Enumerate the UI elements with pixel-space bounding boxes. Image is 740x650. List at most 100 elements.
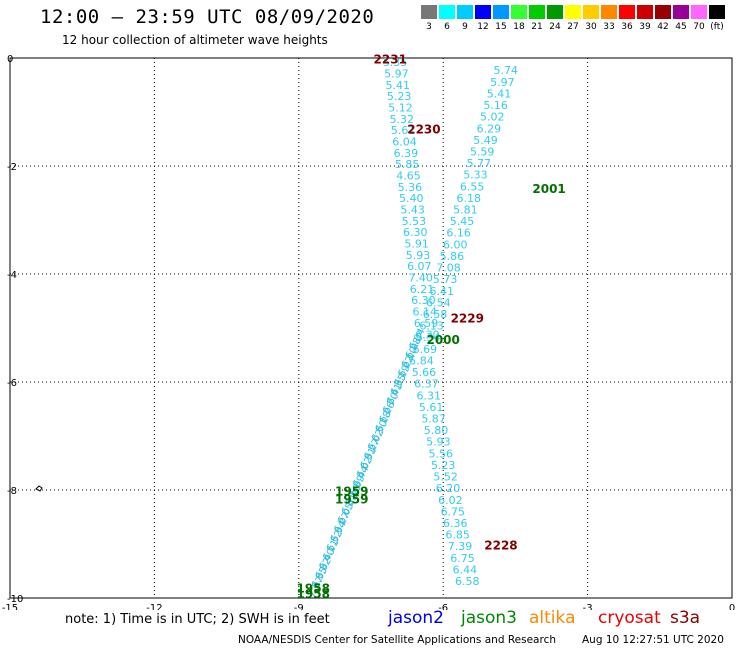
wave-height-label: 6.07 bbox=[407, 260, 432, 273]
wave-height-label: 5.41 bbox=[386, 79, 411, 92]
wave-height-label: 6.85 bbox=[445, 529, 470, 542]
wave-height-label: 5.34 bbox=[416, 331, 441, 344]
x-tick-label: -15 bbox=[2, 603, 18, 610]
wave-height-label: 6.69 bbox=[413, 343, 438, 356]
scale-swatch bbox=[619, 5, 635, 19]
y-tick-label: 0 bbox=[7, 54, 13, 65]
wave-height-label: 6.55 bbox=[460, 180, 485, 193]
wave-height-label: 6.54 bbox=[426, 296, 451, 309]
wave-height-label: 6.41 bbox=[430, 285, 455, 298]
wave-height-label: 6.30 bbox=[403, 226, 428, 239]
x-tick-label: -9 bbox=[294, 603, 304, 610]
track-time-label: 2231 bbox=[374, 52, 407, 66]
wave-height-label: 5.32 bbox=[390, 113, 415, 126]
wave-height-label: 6.59 bbox=[414, 317, 439, 330]
scale-swatch bbox=[673, 5, 689, 19]
scale-swatch bbox=[511, 5, 527, 19]
footnote: note: 1) Time is in UTC; 2) SWH is in fe… bbox=[65, 612, 330, 627]
wave-height-label: 5.23 bbox=[387, 90, 412, 103]
scale-swatch bbox=[709, 5, 725, 19]
track-time-label: 2228 bbox=[484, 538, 517, 552]
scale-label: 30 bbox=[585, 22, 597, 32]
y-tick-label: -10 bbox=[7, 594, 23, 605]
scale-label: 27 bbox=[567, 22, 579, 32]
scale-swatch bbox=[439, 5, 455, 19]
wave-height-label: 5.91 bbox=[404, 238, 429, 251]
scale-swatch bbox=[637, 5, 653, 19]
wave-height-label: 5.33 bbox=[463, 169, 488, 182]
wave-height-label: 6.37 bbox=[414, 378, 439, 391]
y-tick-label: -2 bbox=[7, 162, 17, 173]
wave-height-label: 7.08 bbox=[436, 262, 461, 275]
wave-height-label: 5.36 bbox=[398, 181, 423, 194]
x-tick-label: -3 bbox=[583, 603, 593, 610]
wave-height-label: 7.39 bbox=[448, 540, 473, 553]
satellite-jason3: jason3 bbox=[461, 608, 517, 628]
scale-swatch bbox=[529, 5, 545, 19]
y-tick-label: -8 bbox=[7, 486, 17, 497]
scale-swatch bbox=[655, 5, 671, 19]
wave-height-label: 5.56 bbox=[429, 447, 454, 460]
scale-label: 3 bbox=[426, 22, 432, 32]
wave-height-label: 7.40 bbox=[408, 272, 433, 285]
plot-frame bbox=[9, 57, 733, 599]
wave-height-label: 5.97 bbox=[490, 76, 515, 89]
track-time-label: 1958 bbox=[297, 582, 330, 596]
wave-height-label: 5.85 bbox=[395, 158, 420, 171]
scale-label: 15 bbox=[495, 22, 507, 32]
wave-height-label: 6.30 bbox=[415, 328, 440, 341]
wave-height-label: 6.39 bbox=[394, 147, 419, 160]
wave-height-label: 5.74 bbox=[494, 64, 519, 77]
wave-height-label: 5.35 bbox=[383, 56, 408, 69]
scale-swatch bbox=[475, 5, 491, 19]
map-subtitle: 12 hour collection of altimeter wave hei… bbox=[62, 33, 328, 47]
wave-height-label: 5.49 bbox=[473, 134, 498, 147]
scale-label: 42 bbox=[657, 22, 669, 32]
wave-height-label: 5.93 bbox=[406, 249, 431, 262]
scale-label: 70 bbox=[693, 22, 705, 32]
wave-height-label: 5.93 bbox=[426, 436, 451, 449]
scale-swatch bbox=[601, 5, 617, 19]
coastline-fragment bbox=[35, 485, 43, 492]
track-time-label: 1959 bbox=[335, 484, 368, 498]
wave-height-label: 5.86 bbox=[440, 250, 465, 263]
wave-height-label: 5.53 bbox=[402, 215, 427, 228]
scale-label: (ft) bbox=[710, 22, 724, 32]
scale-label: 39 bbox=[639, 22, 651, 32]
wave-height-label: 5.59 bbox=[470, 145, 495, 158]
wave-height-label: 5.81 bbox=[453, 204, 478, 217]
x-tick-label: 0 bbox=[729, 603, 735, 610]
scale-swatch bbox=[565, 5, 581, 19]
wave-height-label: 5.61 bbox=[391, 124, 416, 137]
wave-height-label: 5.84 bbox=[409, 354, 434, 367]
wave-height-label: 6.18 bbox=[456, 192, 481, 205]
wave-height-label: 6.29 bbox=[477, 122, 502, 135]
scale-label: 12 bbox=[477, 22, 489, 32]
wave-height-label: 5.43 bbox=[400, 204, 425, 217]
satellite-altika: altika bbox=[529, 608, 576, 628]
wave-height-label: 6.75 bbox=[441, 505, 466, 518]
scale-swatch bbox=[421, 5, 437, 19]
scale-label: 6 bbox=[444, 22, 450, 32]
credit-line: NOAA/NESDIS Center for Satellite Applica… bbox=[238, 634, 556, 646]
generated-timestamp: Aug 10 12:27:51 UTC 2020 bbox=[582, 634, 724, 646]
wave-height-label: 6.31 bbox=[417, 389, 442, 402]
x-tick-label: -6 bbox=[438, 603, 448, 610]
satellite-jason2: jason2 bbox=[388, 608, 444, 628]
scale-label: 36 bbox=[621, 22, 633, 32]
wave-height-label: 6.75 bbox=[450, 552, 475, 565]
wave-height-label: 5.61 bbox=[419, 401, 444, 414]
wave-height-label: 5.45 bbox=[450, 215, 475, 228]
scale-label: 45 bbox=[675, 22, 687, 32]
scale-swatch bbox=[691, 5, 707, 19]
track-time-label: 2229 bbox=[451, 312, 484, 326]
y-tick-label: -6 bbox=[7, 378, 17, 389]
wave-height-label: 5.66 bbox=[412, 366, 437, 379]
wave-height-label: 5.73 bbox=[433, 273, 458, 286]
track-time-label: 1959 bbox=[335, 493, 368, 507]
wave-height-label: 5.40 bbox=[399, 192, 424, 205]
wave-height-label: 6.02 bbox=[438, 494, 463, 507]
wave-height-label: 5.12 bbox=[388, 101, 413, 114]
scale-label: 9 bbox=[462, 22, 468, 32]
scale-swatch bbox=[493, 5, 509, 19]
